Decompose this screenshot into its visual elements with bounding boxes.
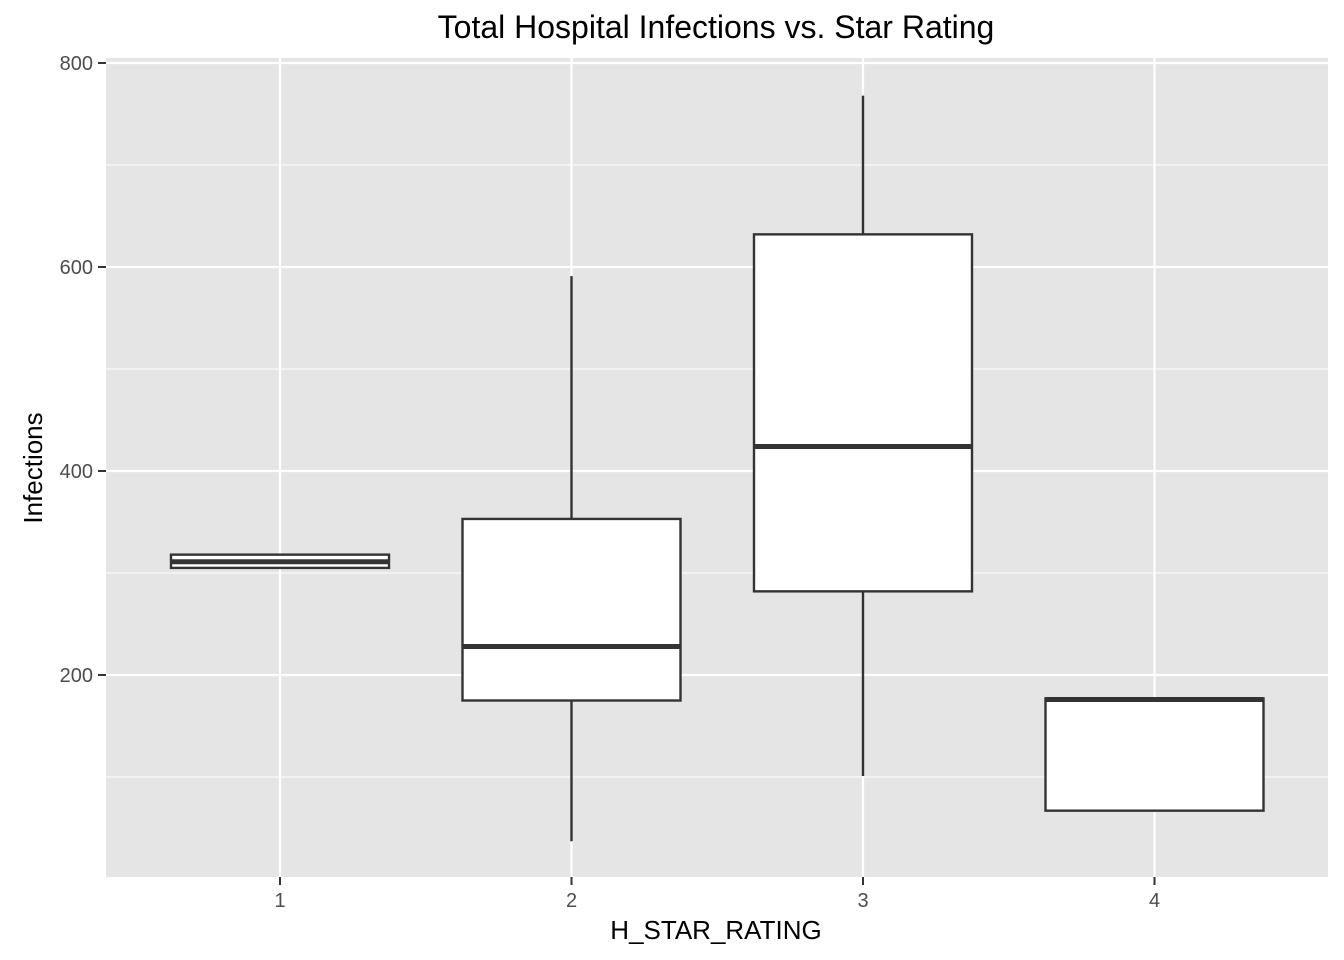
y-tick-label: 600 xyxy=(60,257,93,279)
x-tick-label: 2 xyxy=(566,890,577,912)
y-tick-label: 200 xyxy=(60,665,93,687)
box-body xyxy=(461,517,682,702)
box-2 xyxy=(461,276,682,842)
x-tick-label: 3 xyxy=(857,890,868,912)
box-3 xyxy=(752,95,974,776)
chart-title: Total Hospital Infections vs. Star Ratin… xyxy=(438,9,995,45)
box-4 xyxy=(1044,696,1265,812)
box-body xyxy=(752,233,974,593)
y-tick-label: 400 xyxy=(60,461,93,483)
box-1 xyxy=(169,553,391,570)
box-body xyxy=(1044,697,1265,812)
y-tick-label: 800 xyxy=(60,53,93,75)
x-axis-title: H_STAR_RATING xyxy=(610,915,821,945)
y-axis: 200 400 600 800 xyxy=(60,53,106,687)
box-series xyxy=(169,95,1265,842)
x-tick-label: 4 xyxy=(1149,890,1160,912)
y-axis-title: Infections xyxy=(18,412,48,523)
x-axis: 1 2 3 4 xyxy=(274,877,1160,912)
x-tick-label: 1 xyxy=(274,890,285,912)
